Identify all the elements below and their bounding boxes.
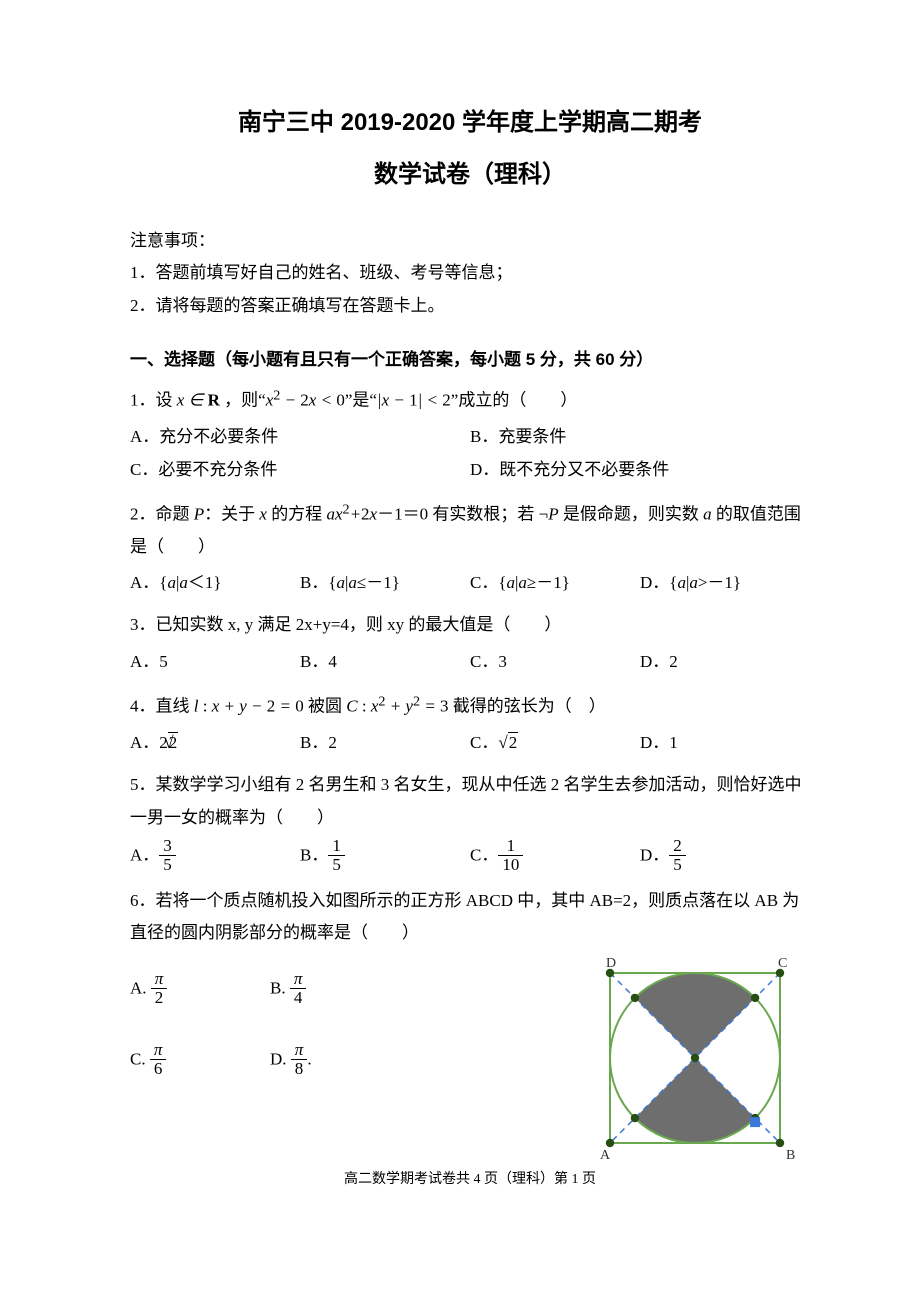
- q6-a-label: A.: [130, 978, 147, 997]
- q4-opt-d: D．1: [640, 727, 810, 759]
- title-main: 南宁三中 2019-2020 学年度上学期高二期考: [130, 100, 810, 146]
- q2-opt-c: C．{a|a≥－1}: [470, 567, 640, 599]
- notice-head: 注意事项：: [130, 225, 810, 257]
- q5-c-label: C．: [470, 845, 498, 864]
- q5-c-den: 10: [498, 856, 523, 874]
- q4-opt-b: B．2: [300, 727, 470, 759]
- q5-opt-b: B．15: [300, 838, 470, 875]
- q4-opt-c: C．√2: [470, 727, 640, 759]
- svg-text:C: C: [778, 956, 787, 971]
- q5-opt-d: D．25: [640, 838, 810, 875]
- q6-d-num: π: [291, 1041, 308, 1060]
- q1-opt-d: D．既不充分又不必要条件: [470, 454, 810, 486]
- q1-mid2: ”是“: [345, 391, 377, 410]
- q1-opt-b: B．充要条件: [470, 421, 810, 453]
- q1-stem: 1．设 x ∈ R ，则“x2 − 2x < 0”是“|x − 1| < 2”成…: [130, 382, 810, 417]
- q6-b-num: π: [290, 970, 307, 989]
- notice-item-1: 1．答题前填写好自己的姓名、班级、考号等信息；: [130, 257, 810, 289]
- q2-stem: 2．命题 P：关于 x 的方程 ax2+2x－1＝0 有实数根；若 ¬P 是假命…: [130, 496, 810, 563]
- q6-c-den: 6: [150, 1060, 167, 1078]
- q1-mid1: ，则“: [220, 391, 266, 410]
- section-1-head: 一、选择题（每小题有且只有一个正确答案，每小题 5 分，共 60 分）: [130, 344, 810, 376]
- q1-var: x ∈ R: [177, 391, 220, 410]
- q3-opt-c: C．3: [470, 646, 640, 678]
- q6-b-label: B.: [270, 978, 286, 997]
- q3-opt-a: A．5: [130, 646, 300, 678]
- q1-opt-a: A．充分不必要条件: [130, 421, 470, 453]
- q6-opt-b: B. π4: [270, 971, 410, 1008]
- q2-opt-a: A．{a|a＜1}: [130, 567, 300, 599]
- q5-a-den: 5: [159, 856, 176, 874]
- svg-text:D: D: [606, 956, 616, 971]
- q3-opt-b: B．4: [300, 646, 470, 678]
- q5-d-label: D．: [640, 845, 669, 864]
- q4-stem: 4．直线 l : x + y − 2 = 0 被圆 C : x2 + y2 = …: [130, 688, 810, 723]
- q5-b-label: B．: [300, 845, 328, 864]
- q1-opt-c: C．必要不充分条件: [130, 454, 470, 486]
- q5-b-den: 5: [328, 856, 345, 874]
- q5-opt-a: A．35: [130, 838, 300, 875]
- q5-b-num: 1: [328, 837, 345, 856]
- q3-opts: A．5 B．4 C．3 D．2: [130, 646, 810, 678]
- q6-opts: A. π2 B. π4 C. π6 D. π8.: [130, 971, 560, 1078]
- q5-d-num: 2: [669, 837, 686, 856]
- q1-pre: 1．设: [130, 391, 177, 410]
- q6-opt-c: C. π6: [130, 1042, 270, 1079]
- q6-a-num: π: [151, 970, 168, 989]
- q1-opts: A．充分不必要条件 B．充要条件 C．必要不充分条件 D．既不充分又不必要条件: [130, 421, 810, 486]
- q6-c-label: C.: [130, 1049, 146, 1068]
- q6-figure: D C A B: [580, 953, 810, 1163]
- q5-opt-c: C．110: [470, 838, 640, 875]
- notice-item-2: 2．请将每题的答案正确填写在答题卡上。: [130, 290, 810, 322]
- q2-opt-b: B．{a|a≤－1}: [300, 567, 470, 599]
- q3-opt-d: D．2: [640, 646, 810, 678]
- title-sub: 数学试卷（理科）: [130, 152, 810, 198]
- svg-text:A: A: [600, 1148, 611, 1163]
- q5-d-den: 5: [669, 856, 686, 874]
- svg-text:B: B: [786, 1148, 795, 1163]
- q3-stem: 3．已知实数 x, y 满足 2x+y=4，则 xy 的最大值是（ ）: [130, 609, 810, 641]
- q5-stem: 5．某数学学习小组有 2 名男生和 3 名女生，现从中任选 2 名学生去参加活动…: [130, 769, 810, 834]
- q6-d-den: 8: [291, 1060, 308, 1078]
- q1-mid3: ”成立的（ ）: [451, 391, 578, 410]
- q6-stem: 6．若将一个质点随机投入如图所示的正方形 ABCD 中，其中 AB=2，则质点落…: [130, 885, 810, 950]
- q5-opts: A．35 B．15 C．110 D．25: [130, 838, 810, 875]
- q4-opt-a: A．22√: [130, 727, 300, 759]
- q2-opts: A．{a|a＜1} B．{a|a≤－1} C．{a|a≥－1} D．{a|a>－…: [130, 567, 810, 599]
- q6-a-den: 2: [151, 989, 168, 1007]
- q6-c-num: π: [150, 1041, 167, 1060]
- page-footer: 高二数学期考试卷共 4 页（理科）第 1 页: [130, 1167, 810, 1194]
- q1-expr2: |x − 1| < 2: [377, 391, 451, 410]
- q6-opt-d: D. π8.: [270, 1042, 410, 1079]
- q5-a-num: 3: [159, 837, 176, 856]
- q6-d-label: D.: [270, 1049, 287, 1068]
- q5-a-label: A．: [130, 845, 159, 864]
- q1-expr1: x2 − 2x < 0: [266, 391, 345, 410]
- q6-b-den: 4: [290, 989, 307, 1007]
- q5-c-num: 1: [498, 837, 523, 856]
- q6-opt-a: A. π2: [130, 971, 270, 1008]
- q4-opts: A．22√ B．2 C．√2 D．1: [130, 727, 810, 759]
- q2-opt-d: D．{a|a>－1}: [640, 567, 810, 599]
